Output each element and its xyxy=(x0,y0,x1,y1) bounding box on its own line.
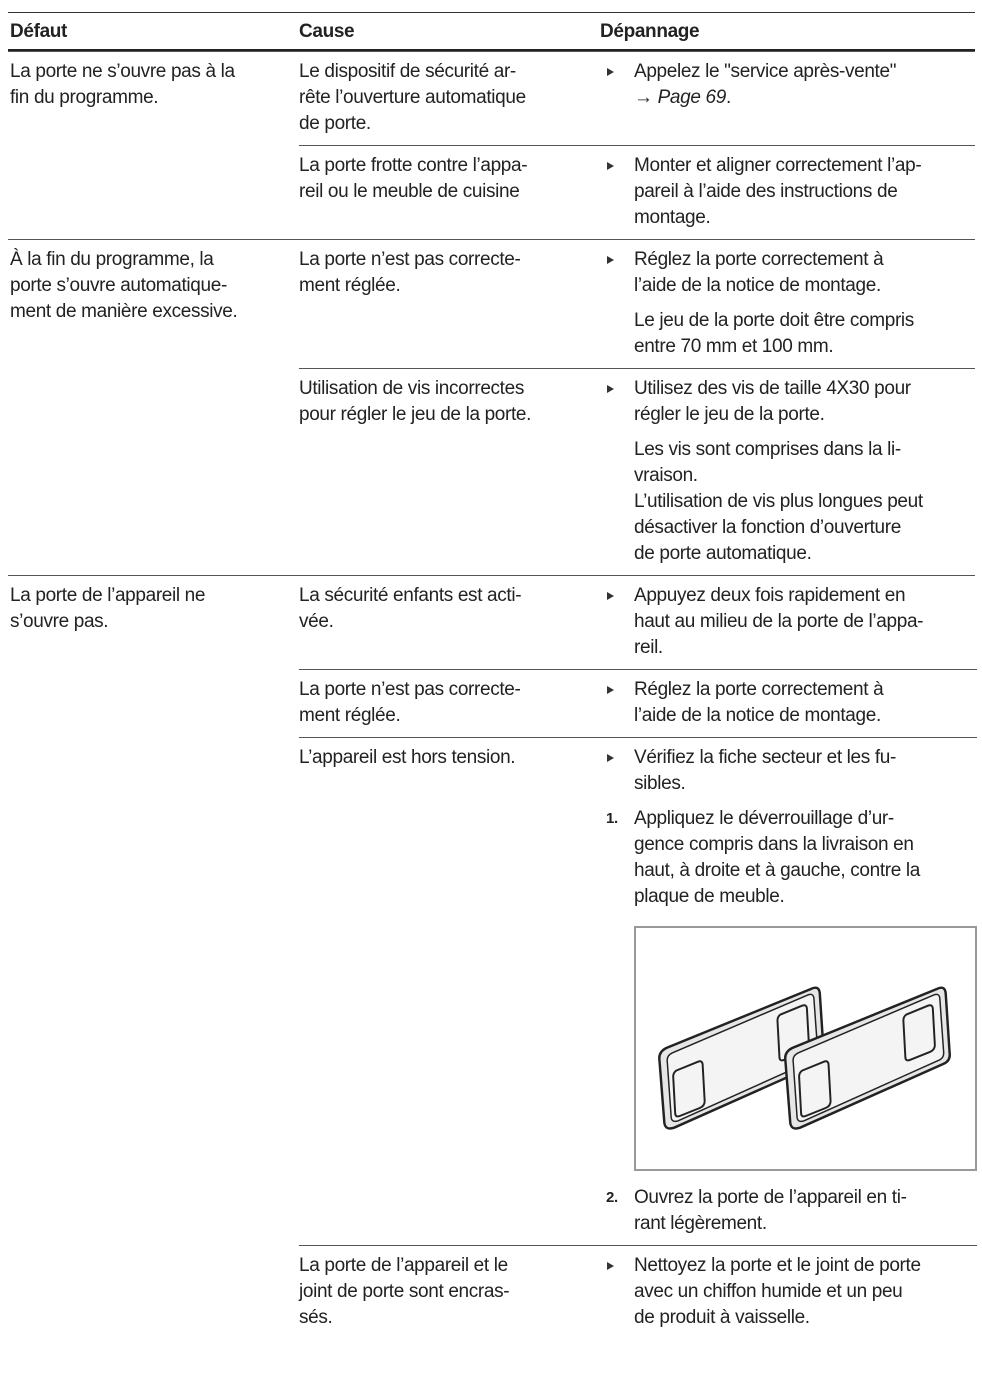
emergency-unlock-figure xyxy=(634,926,977,1171)
remedy-cell: Appelez le "service après-vente" → Page … xyxy=(600,59,975,137)
remedy-text: Réglez la porte correctement à l’aide de… xyxy=(634,679,884,726)
cause-row: La porte frotte contre l’appa- reil ou l… xyxy=(299,145,975,239)
remedy-cell: Vérifiez la fiche secteur et les fu- sib… xyxy=(600,745,977,1237)
remedy-text: Réglez la porte correctement à l’aide de… xyxy=(634,249,884,296)
remedy-text: Monter et aligner correctement l’ap- par… xyxy=(634,155,922,228)
cause-cell: La porte frotte contre l’appa- reil ou l… xyxy=(299,155,528,202)
cause-cell: La porte n’est pas correcte- ment réglée… xyxy=(299,679,521,726)
remedy-bullet: Monter et aligner correctement l’ap- par… xyxy=(607,153,975,231)
cause-row: Utilisation de vis incorrectes pour régl… xyxy=(299,368,975,575)
cause-row: L’appareil est hors tension. Vérifiez la … xyxy=(299,737,977,1245)
remedy-text: Nettoyez la porte et le joint de porte a… xyxy=(634,1255,921,1328)
remedy-text: Vérifiez la fiche secteur et les fu- sib… xyxy=(634,747,896,794)
fault-cell: La porte de l’appareil ne s’ouvre pas. xyxy=(10,585,206,632)
remedy-cell: Appuyez deux fois rapidement en haut au … xyxy=(600,583,977,661)
fault-group: La porte de l’appareil ne s’ouvre pas. La… xyxy=(8,575,977,1339)
cause-row: La porte n’est pas correcte- ment réglée… xyxy=(299,240,975,368)
page-link: Page 69 xyxy=(657,87,727,108)
remedy-bullet: Utilisez des vis de taille 4X30 pour rég… xyxy=(607,376,975,428)
cause-row: La porte n’est pas correcte- ment réglée… xyxy=(299,669,977,737)
remedy-cell: Réglez la porte correctement à l’aide de… xyxy=(600,677,977,729)
cause-row: La sécurité enfants est acti- vée. Appuye… xyxy=(299,576,977,669)
troubleshooting-table: Défaut Cause Dépannage La porte ne s’ouvre … xyxy=(8,12,977,1339)
step-text: Appliquez le déverrouillage d’ur- gence … xyxy=(634,808,920,907)
remedy-bullet: Réglez la porte correctement à l’aide de… xyxy=(607,677,977,729)
remedy-step: 1. Appliquez le déverrouillage d’ur- genc… xyxy=(606,806,977,910)
fault-group: À la fin du programme, la porte s’ouvre … xyxy=(8,239,975,575)
unlock-plate xyxy=(783,986,951,1130)
cause-list: La porte n’est pas correcte- ment réglée… xyxy=(299,240,975,575)
cause-cell: La porte de l’appareil et le joint de po… xyxy=(299,1255,510,1328)
remedy-cell: Nettoyez la porte et le joint de porte a… xyxy=(600,1253,977,1331)
cause-row: La porte de l’appareil et le joint de po… xyxy=(299,1245,977,1339)
remedy-cell: Utilisez des vis de taille 4X30 pour rég… xyxy=(600,376,975,567)
remedy-bullet: Vérifiez la fiche secteur et les fu- sib… xyxy=(607,745,977,797)
remedy-cell: Monter et aligner correctement l’ap- par… xyxy=(600,153,975,231)
remedy-bullet: Appuyez deux fois rapidement en haut au … xyxy=(607,583,977,661)
fault-cell: À la fin du programme, la porte s’ouvre … xyxy=(10,249,238,322)
cause-list: Le dispositif de sécurité ar- rête l’ouv… xyxy=(299,52,975,239)
plate-hole xyxy=(672,1060,706,1118)
cause-cell: Utilisation de vis incorrectes pour régl… xyxy=(299,378,532,425)
header-cell: Dépannage xyxy=(600,21,700,42)
header-cell: Défaut xyxy=(10,21,68,42)
remedy-bullet: Nettoyez la porte et le joint de porte a… xyxy=(607,1253,977,1331)
step-number: 2. xyxy=(606,1189,618,1206)
plate-hole xyxy=(798,1060,832,1118)
header-cell: Cause xyxy=(299,21,355,42)
step-number: 1. xyxy=(606,810,618,827)
cause-row: Le dispositif de sécurité ar- rête l’ouv… xyxy=(299,52,975,145)
remedy-cell: Réglez la porte correctement à l’aide de… xyxy=(600,247,975,360)
remedy-text: . xyxy=(725,87,731,108)
remedy-step: 2. Ouvrez la porte de l’appareil en ti- r… xyxy=(606,1185,977,1237)
remedy-bullet: Appelez le "service après-vente" → Page … xyxy=(607,59,975,111)
remedy-text: Utilisez des vis de taille 4X30 pour rég… xyxy=(634,378,911,425)
cause-list: La sécurité enfants est acti- vée. Appuye… xyxy=(299,576,977,1339)
remedy-note: Les vis sont comprises dans la li- vrais… xyxy=(634,439,923,564)
remedy-bullet: Réglez la porte correctement à l’aide de… xyxy=(607,247,975,299)
remedy-note: Le jeu de la porte doit être compris ent… xyxy=(634,310,914,357)
header-row: Défaut Cause Dépannage xyxy=(8,13,975,51)
fault-group: La porte ne s’ouvre pas à la fin du prog… xyxy=(8,51,975,239)
cause-cell: Le dispositif de sécurité ar- rête l’ouv… xyxy=(299,61,526,134)
remedy-text: Appuyez deux fois rapidement en haut au … xyxy=(634,585,924,658)
remedy-text: Appelez le "service après-vente" → xyxy=(634,61,897,108)
fault-cell: La porte ne s’ouvre pas à la fin du prog… xyxy=(10,61,235,108)
cause-cell: La sécurité enfants est acti- vée. xyxy=(299,585,522,632)
cause-cell: L’appareil est hors tension. xyxy=(299,747,516,768)
step-text: Ouvrez la porte de l’appareil en ti- ran… xyxy=(634,1187,907,1234)
plate-hole xyxy=(902,1004,936,1062)
cause-cell: La porte n’est pas correcte- ment réglée… xyxy=(299,249,521,296)
